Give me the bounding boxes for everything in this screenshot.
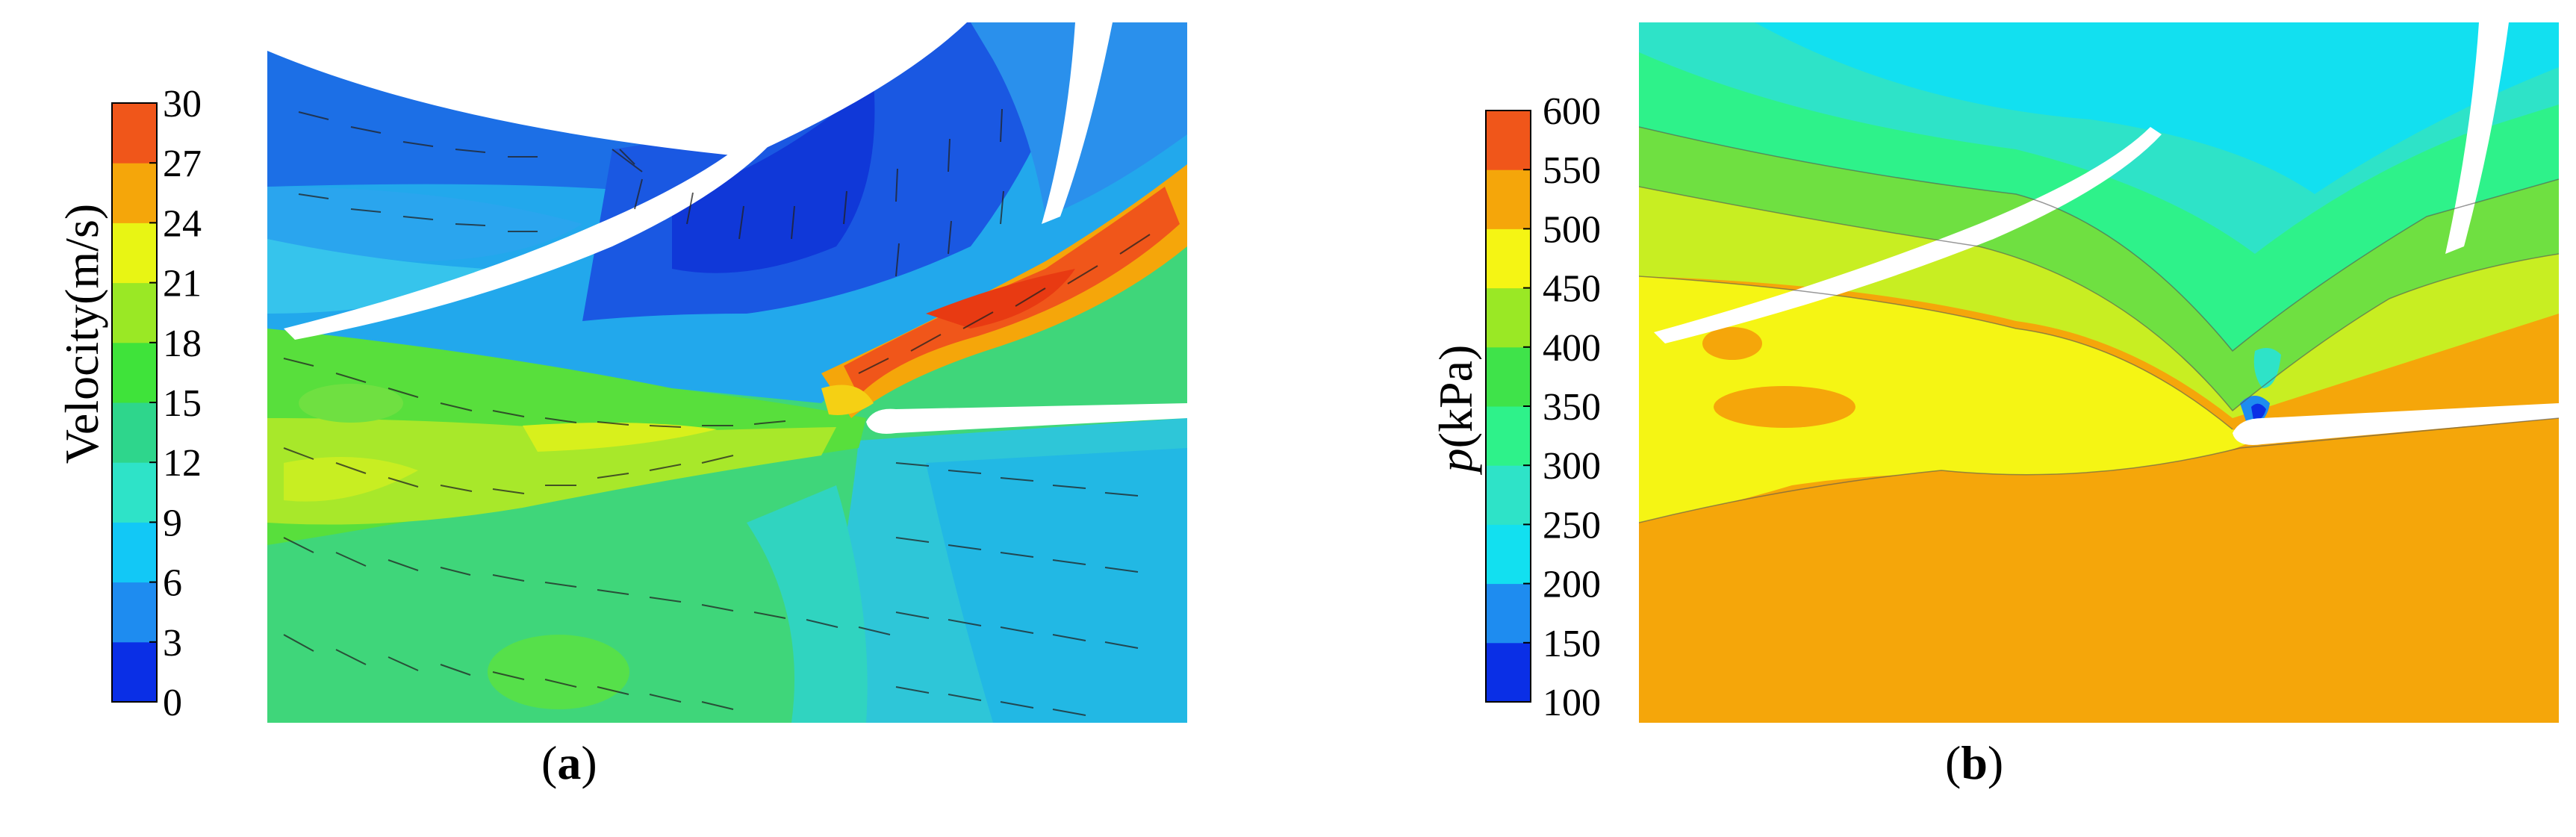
colorbar-tick-label: 350 (1543, 386, 1601, 429)
colorbar-pressure: 600 550 500 450 400 350 300 250 200 150 100 (1485, 90, 1601, 724)
panel-caption-a: (a) (541, 736, 597, 789)
pressure-contour-plot (1639, 22, 2559, 723)
colorbar-segment (112, 342, 157, 403)
colorbar-tick-label: 18 (163, 323, 202, 365)
colorbar-segment (1486, 465, 1531, 525)
colorbar-segment (1486, 406, 1531, 466)
colorbar-tick-label: 250 (1543, 504, 1601, 547)
colorbar-tick-label: 24 (163, 202, 202, 245)
colorbar-segment (112, 282, 157, 343)
colorbar-title-velocity: Velocity(m/s) (55, 203, 108, 464)
velocity-vectors (283, 108, 1151, 716)
colorbar-title-pressure: p(kPa) (1428, 326, 1484, 491)
colorbar-tick-label: 15 (163, 382, 202, 425)
colorbar-segment (112, 103, 157, 164)
colorbar-tick-label: 200 (1543, 564, 1601, 606)
colorbar-segment (112, 641, 157, 703)
colorbar-tick-label: 9 (163, 502, 182, 544)
colorbar-segment (1486, 287, 1531, 348)
colorbar-segment (1486, 111, 1531, 170)
colorbar-tick-label: 450 (1543, 268, 1601, 311)
colorbar-tick-label: 400 (1543, 327, 1601, 370)
colorbar-segment (1486, 346, 1531, 407)
colorbar-segment (112, 163, 157, 223)
colorbar-segment (112, 522, 157, 583)
colorbar-tick-label: 12 (163, 442, 202, 485)
colorbar-tick-label: 27 (163, 143, 202, 185)
colorbar-segment (112, 582, 157, 643)
colorbar-tick-label: 30 (163, 83, 202, 125)
colorbar-tick-label: 0 (163, 682, 182, 724)
colorbar-segment (112, 402, 157, 463)
colorbar-segment (112, 223, 157, 284)
pressure-symbol: p (1429, 448, 1482, 473)
colorbar-tick-label: 500 (1543, 208, 1601, 251)
panel-caption-b: (b) (1945, 736, 2004, 789)
colorbar-tick-label: 300 (1543, 445, 1601, 488)
colorbar-segment (1486, 642, 1531, 703)
pressure-unit: (kPa) (1429, 344, 1482, 449)
colorbar-tick-label: 550 (1543, 149, 1601, 192)
colorbar-tick-label: 150 (1543, 623, 1601, 665)
colorbar-tick-label: 3 (163, 622, 182, 665)
colorbar-segment (1486, 524, 1531, 585)
colorbar-segment (112, 462, 157, 523)
domain-mask-a (267, 22, 967, 157)
pressure-isolines (1639, 126, 2559, 523)
colorbar-tick-label: 100 (1543, 682, 1601, 724)
colorbar-segment (1486, 583, 1531, 644)
colorbar-segment (1486, 228, 1531, 289)
colorbar-segment (1486, 169, 1531, 229)
colorbar-tick-label: 600 (1543, 90, 1601, 133)
colorbar-tick-label: 21 (163, 263, 202, 305)
colorbar-tick-label: 6 (163, 562, 182, 605)
